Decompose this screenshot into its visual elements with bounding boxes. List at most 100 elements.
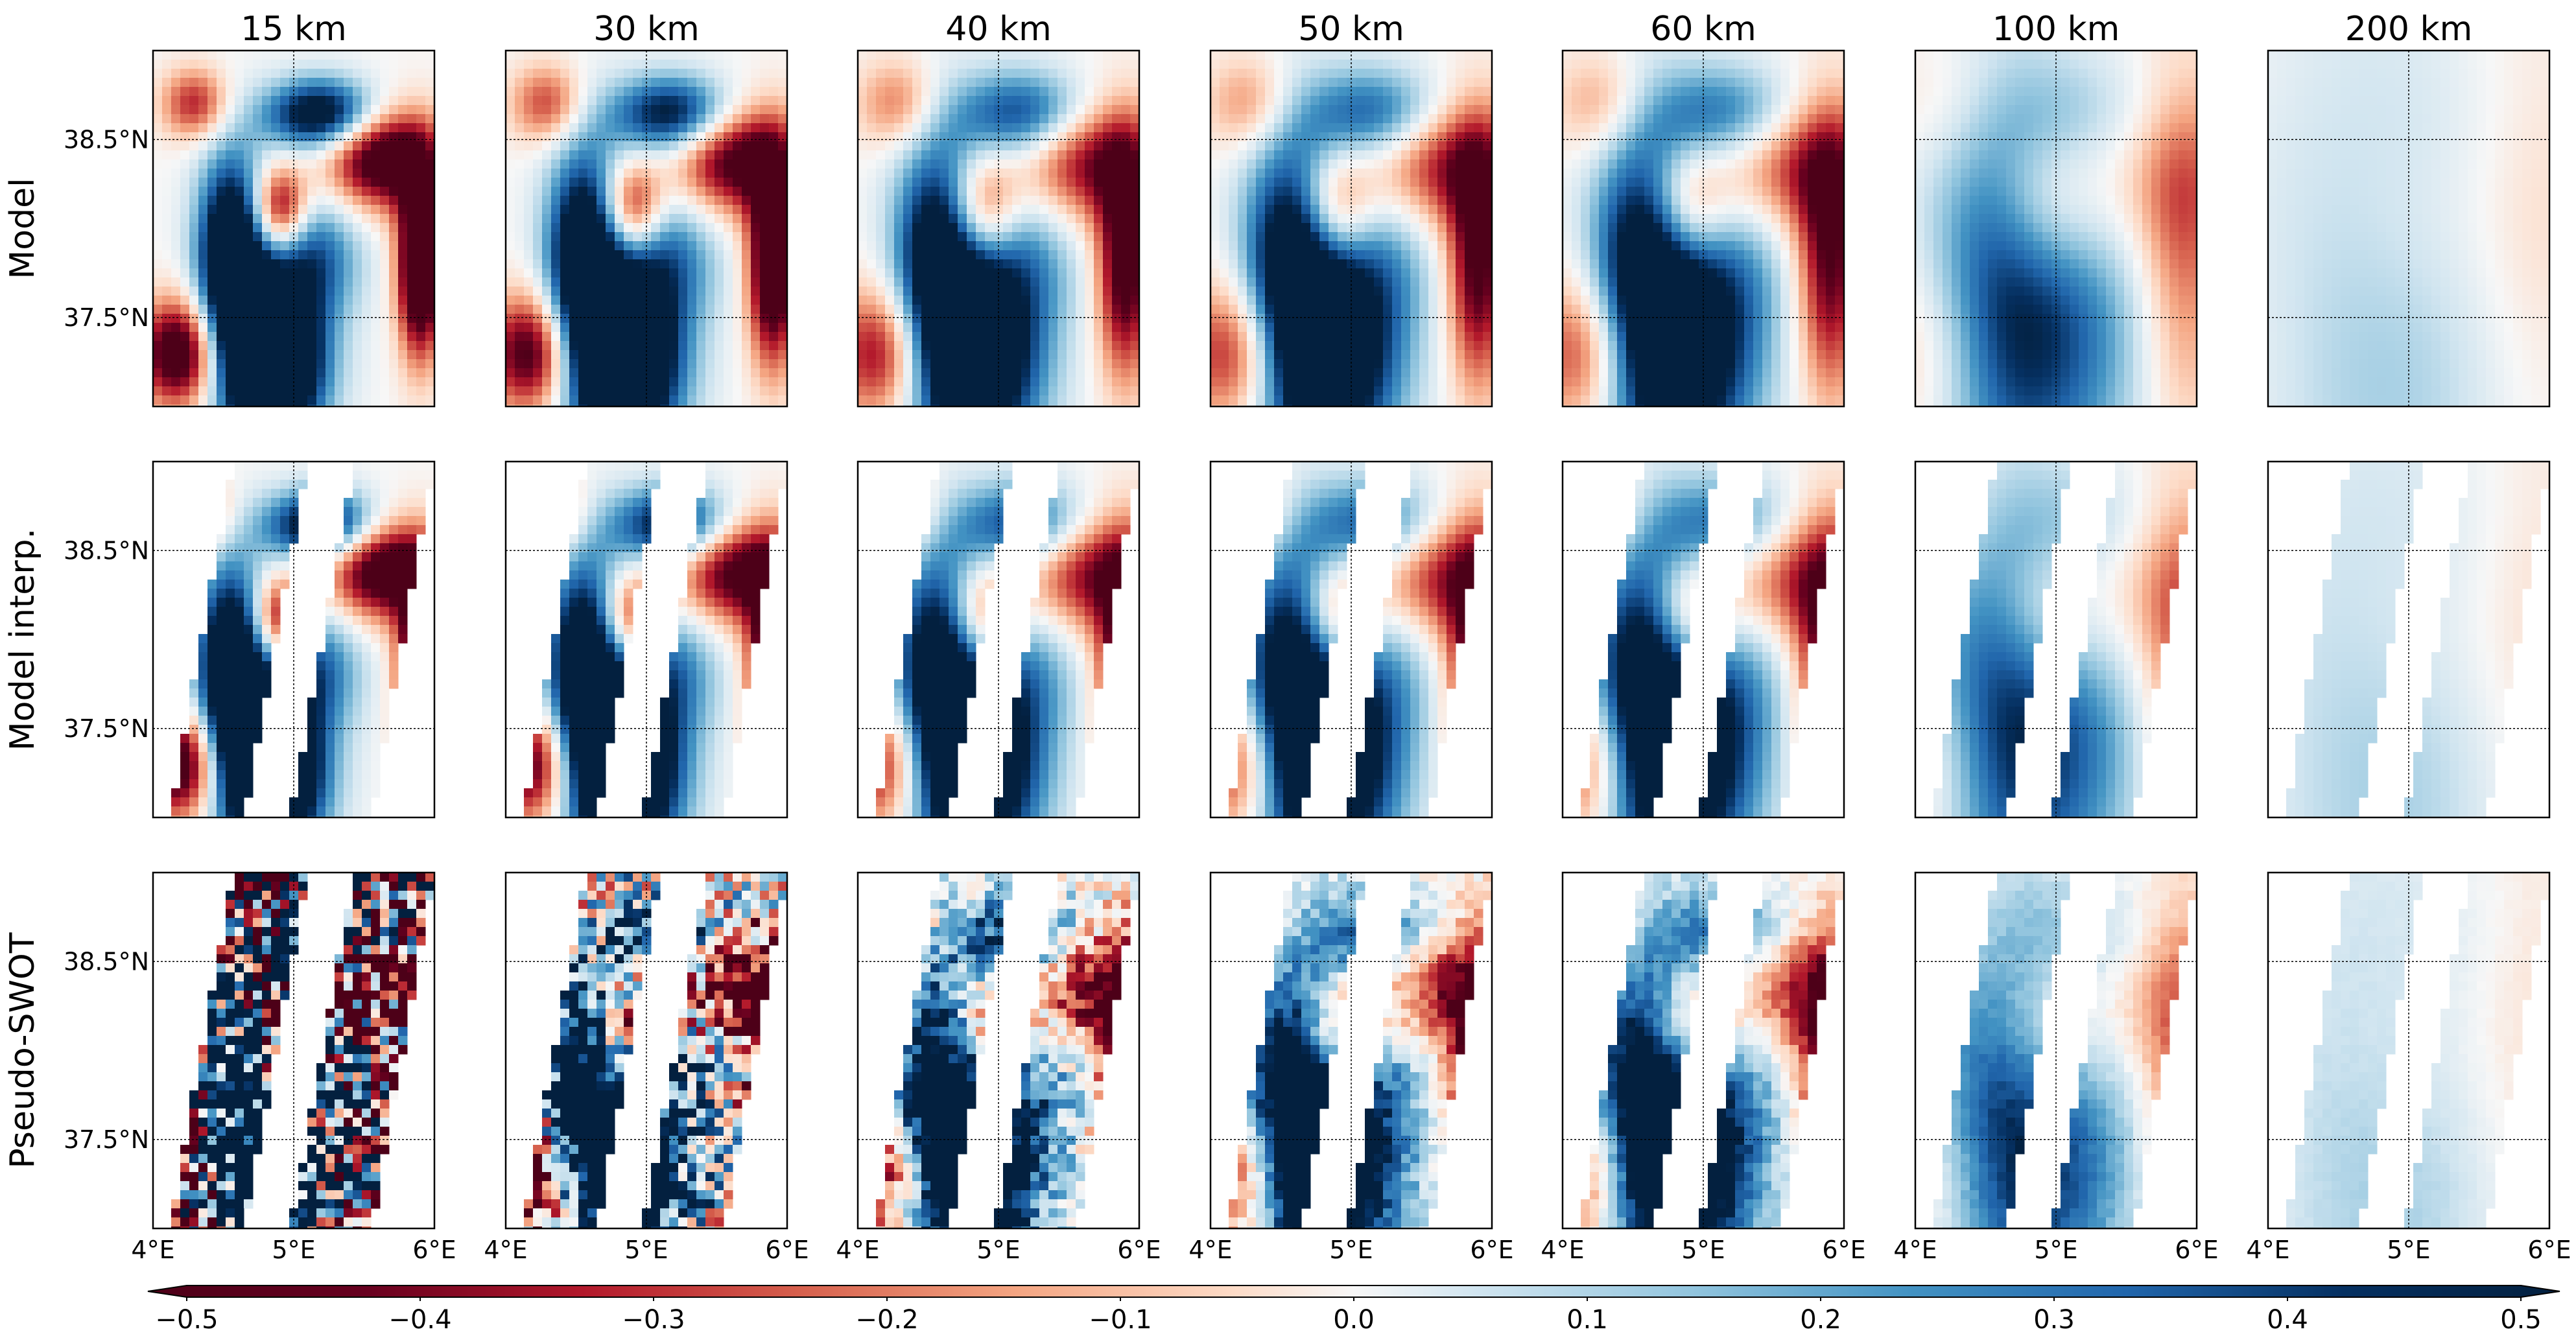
heatmap-cell [751,187,761,196]
heatmap-cell [515,341,525,351]
heatmap-cell [724,359,733,369]
heatmap-cell [298,341,308,351]
heatmap-cell [344,377,353,387]
heatmap-cell [624,78,633,88]
heatmap-cell [1048,78,1058,88]
heatmap-cell [994,259,1004,269]
heatmap-cell [921,105,931,115]
heatmap-cell [171,259,181,269]
heatmap-cell [198,69,208,78]
heatmap-cell [1310,405,1320,406]
heatmap-cell [1030,196,1040,205]
heatmap-cell [587,359,597,369]
heatmap-cell [425,223,434,233]
heatmap-cell [769,123,779,133]
heatmap-cell [642,223,652,233]
heatmap-cell [389,141,399,151]
heatmap-cell [958,241,967,251]
heatmap-cell [1310,114,1320,124]
heatmap-cell [1030,150,1040,160]
heatmap-cell [1211,368,1220,378]
heatmap-cell [1211,323,1220,333]
heatmap-cell [1021,405,1031,406]
heatmap-cell [380,341,390,351]
heatmap-cell [921,341,931,351]
heatmap-cell [1229,132,1238,142]
heatmap-cell [380,332,390,342]
heatmap-cell [244,277,254,287]
heatmap-cell [696,205,706,215]
heatmap-cell [651,232,661,242]
heatmap-cell [1401,259,1411,269]
heatmap-cell [778,96,787,106]
heatmap-cell [1265,60,1275,69]
heatmap-cell [162,169,172,178]
heatmap-cell [587,386,597,396]
heatmap-cell [967,69,976,78]
heatmap-cell [371,114,381,124]
panel-0-0 [152,49,436,408]
heatmap-cell [1410,241,1420,251]
heatmap-cell [425,87,434,97]
heatmap-cell [876,241,886,251]
heatmap-cell [1437,323,1447,333]
heatmap-cell [298,205,308,215]
heatmap-cell [967,296,976,305]
heatmap-cell [533,359,543,369]
heatmap-cell [353,314,362,323]
heatmap-cell [253,323,263,333]
heatmap-cell [362,405,372,406]
heatmap-cell [1274,87,1284,97]
heatmap-cell [642,359,652,369]
heatmap-cell [1121,159,1131,169]
heatmap-cell [885,287,895,296]
heatmap-cell [1220,150,1229,160]
heatmap-cell [353,268,362,278]
heatmap-cell [1229,268,1238,278]
heatmap-cell [760,159,770,169]
heatmap-cell [1058,232,1067,242]
heatmap-cell [624,60,633,69]
heatmap-cell [867,305,877,314]
heatmap-cell [921,187,931,196]
heatmap-cell [751,178,761,187]
heatmap-cell [389,368,399,378]
heatmap-cell [371,305,381,314]
heatmap-cell [1347,259,1356,269]
heatmap-cell [226,141,235,151]
heatmap-cell [751,78,761,88]
heatmap-cell [1094,96,1104,106]
heatmap-cell [1319,296,1329,305]
heatmap-cell [1465,114,1474,124]
heatmap-cell [687,187,697,196]
heatmap-cell [1483,196,1492,205]
heatmap-cell [1365,187,1375,196]
heatmap-cell [189,305,199,314]
heatmap-cell [624,305,633,314]
heatmap-cell [1076,368,1085,378]
heatmap-cell [1211,141,1220,151]
heatmap-cell [1003,78,1013,88]
heatmap-cell [325,96,335,106]
heatmap-cell [1220,277,1229,287]
heatmap-cell [569,287,579,296]
heatmap-cell [1103,169,1113,178]
heatmap-cell [760,296,770,305]
heatmap-cell [778,232,787,242]
heatmap-cell [416,78,426,88]
heatmap-cell [976,323,986,333]
heatmap-cell [724,196,733,205]
heatmap-cell [1447,78,1456,88]
heatmap-cell [371,296,381,305]
heatmap-cell [778,78,787,88]
heatmap-cell [551,123,561,133]
heatmap-cell [162,287,172,296]
heatmap-cell [876,205,886,215]
heatmap-cell [976,386,986,396]
heatmap-cell [1419,132,1429,142]
heatmap-cell [912,305,922,314]
heatmap-cell [1229,296,1238,305]
heatmap-cell [380,51,390,60]
heatmap-cell [949,69,958,78]
heatmap-cell [1428,205,1438,215]
